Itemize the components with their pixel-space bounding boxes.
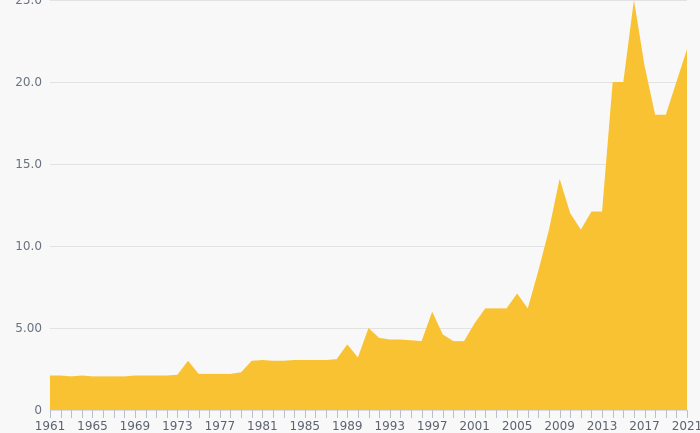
x-tick	[421, 410, 423, 418]
gridline	[50, 246, 687, 247]
x-tick	[124, 410, 126, 418]
x-tick	[272, 410, 274, 418]
x-tick	[251, 410, 253, 418]
x-tick	[570, 410, 572, 418]
x-tick	[336, 410, 338, 418]
x-tick	[134, 410, 136, 418]
x-tick-label: 1961	[34, 419, 66, 433]
x-tick	[71, 410, 73, 418]
x-tick	[495, 410, 497, 418]
x-tick	[623, 410, 625, 418]
x-tick	[209, 410, 211, 418]
x-tick	[188, 410, 190, 418]
x-tick	[198, 410, 200, 418]
y-tick-label: 20.0	[15, 75, 42, 89]
area-series	[50, 0, 687, 410]
x-tick	[464, 410, 466, 418]
gridline	[50, 0, 687, 1]
x-tick	[676, 410, 678, 418]
x-tick-label: 1973	[162, 419, 193, 433]
x-tick	[389, 410, 391, 418]
x-tick	[81, 410, 83, 418]
x-tick-label: 1981	[247, 419, 278, 433]
x-tick	[506, 410, 508, 418]
x-tick	[241, 410, 243, 418]
x-tick	[219, 410, 221, 418]
x-tick	[92, 410, 94, 418]
y-tick-label: 5.00	[15, 321, 42, 335]
x-tick-label: 1965	[77, 419, 108, 433]
x-tick	[432, 410, 434, 418]
x-tick	[315, 410, 317, 418]
x-tick-label: 1993	[374, 419, 405, 433]
x-tick-label: 2021	[671, 419, 700, 433]
x-tick-label: 1977	[204, 419, 236, 433]
x-tick	[644, 410, 646, 418]
x-tick	[166, 410, 168, 418]
y-tick-label: 10.0	[15, 239, 42, 253]
x-tick	[410, 410, 412, 418]
x-tick	[103, 410, 105, 418]
x-tick	[113, 410, 115, 418]
x-tick-label: 1969	[119, 419, 151, 433]
area-path	[50, 0, 687, 410]
x-tick	[60, 410, 62, 418]
x-tick	[400, 410, 402, 418]
x-tick	[156, 410, 158, 418]
x-tick	[633, 410, 635, 418]
x-tick	[602, 410, 604, 418]
x-tick	[304, 410, 306, 418]
x-tick	[580, 410, 582, 418]
x-tick	[145, 410, 147, 418]
y-tick-label: 25.0	[15, 0, 42, 7]
x-tick	[50, 410, 51, 418]
x-tick-label: 2001	[459, 419, 490, 433]
x-tick	[283, 410, 285, 418]
x-tick	[474, 410, 476, 418]
x-tick	[538, 410, 540, 418]
x-tick-label: 2017	[629, 419, 660, 433]
x-tick	[347, 410, 349, 418]
x-tick	[442, 410, 444, 418]
gridline	[50, 82, 687, 83]
x-tick	[177, 410, 179, 418]
x-tick	[687, 410, 688, 418]
x-tick	[485, 410, 487, 418]
x-tick	[655, 410, 657, 418]
x-tick	[548, 410, 550, 418]
x-tick	[379, 410, 381, 418]
x-tick	[665, 410, 667, 418]
x-tick-label: 2005	[501, 419, 533, 433]
x-tick-label: 1997	[416, 419, 448, 433]
x-tick-label: 1989	[331, 419, 363, 433]
plot-area	[50, 0, 687, 410]
x-tick	[357, 410, 359, 418]
y-tick-label: 0	[34, 403, 42, 417]
y-tick-label: 15.0	[15, 157, 42, 171]
x-tick-label: 2009	[544, 419, 575, 433]
x-tick	[453, 410, 455, 418]
x-tick	[517, 410, 519, 418]
x-tick	[368, 410, 370, 418]
x-tick	[294, 410, 296, 418]
x-tick	[612, 410, 614, 418]
gridline	[50, 164, 687, 165]
x-tick	[591, 410, 593, 418]
x-tick	[559, 410, 561, 418]
y-axis-labels: 0 5.00 10.0 15.0 20.0 25.0	[0, 0, 42, 433]
x-axis: 1961 1965 1969 1973 1977 1981 1985 1989 1993 1997…	[35, 410, 700, 433]
x-tick	[230, 410, 232, 418]
x-tick	[326, 410, 328, 418]
x-tick-label: 1985	[289, 419, 321, 433]
x-tick	[262, 410, 264, 418]
x-tick-label: 2013	[586, 419, 618, 433]
x-tick	[527, 410, 529, 418]
